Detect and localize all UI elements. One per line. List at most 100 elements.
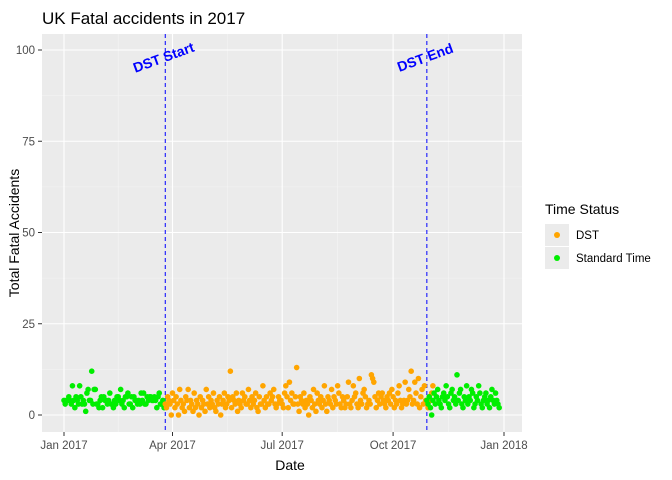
data-point [256, 393, 263, 400]
data-point [181, 408, 188, 415]
data-point [405, 386, 412, 393]
data-point [85, 386, 91, 393]
data-point [410, 397, 417, 404]
data-point [322, 401, 329, 407]
y-tick-label: 50 [22, 228, 35, 240]
y-axis-title: Total Fatal Accidents [6, 169, 22, 297]
data-point [455, 397, 461, 404]
data-point [328, 386, 335, 393]
x-axis-title: Date [275, 457, 305, 473]
data-point [483, 390, 489, 396]
data-point [245, 386, 252, 393]
data-point [251, 397, 258, 404]
data-point [173, 393, 179, 400]
y-tick-label: 25 [22, 319, 35, 331]
data-point [304, 401, 311, 407]
data-point [217, 412, 224, 418]
data-point [479, 404, 486, 411]
data-point [196, 412, 202, 418]
data-point [358, 401, 365, 407]
data-point [125, 390, 131, 396]
data-point [421, 383, 428, 389]
data-point [428, 412, 435, 418]
data-point [348, 404, 354, 411]
data-point [188, 401, 195, 407]
data-point [443, 383, 449, 389]
data-point [174, 401, 181, 407]
data-point [489, 386, 495, 393]
data-point [321, 383, 328, 389]
data-point [72, 404, 78, 411]
data-point [232, 401, 238, 407]
data-point [361, 386, 367, 393]
x-tick-label: Oct 2017 [370, 440, 417, 452]
data-point [352, 390, 359, 396]
data-point [121, 404, 128, 411]
data-point [438, 404, 445, 411]
data-points [61, 364, 502, 418]
data-point [129, 404, 136, 411]
data-point [373, 404, 380, 411]
y-tick-label: 0 [29, 410, 35, 422]
data-point [92, 386, 99, 393]
data-point [210, 390, 217, 396]
data-point [415, 375, 422, 382]
data-point [311, 401, 318, 407]
data-point [356, 375, 363, 382]
major-gridlines [42, 34, 522, 432]
data-point [334, 383, 341, 389]
data-point [387, 401, 394, 407]
legend-label-dst: DST [576, 230, 599, 242]
data-point [305, 412, 312, 418]
chart-title: UK Fatal accidents in 2017 [42, 9, 245, 28]
data-point [474, 397, 481, 404]
data-point [418, 393, 424, 400]
data-point [379, 390, 386, 396]
data-point [228, 404, 235, 411]
data-point [168, 412, 175, 418]
data-point [427, 404, 434, 411]
data-point [238, 404, 245, 411]
data-point [269, 393, 276, 400]
legend-label-standard-time: Standard Time [576, 253, 651, 265]
dst-reference-lines [164, 34, 428, 432]
data-point [377, 401, 383, 407]
data-point [260, 383, 266, 389]
data-point [310, 386, 317, 393]
data-point [383, 404, 389, 411]
data-point [430, 383, 436, 389]
data-point [477, 390, 483, 396]
data-point [270, 386, 277, 393]
x-tick-label: Jan 2017 [40, 440, 87, 452]
data-point [454, 372, 460, 378]
data-point [176, 386, 183, 393]
data-point [416, 404, 423, 411]
data-point [283, 383, 289, 389]
data-point [449, 386, 455, 393]
data-point [426, 393, 433, 400]
data-point [107, 390, 113, 396]
data-point [76, 383, 83, 389]
data-point [180, 401, 187, 407]
data-point [252, 390, 259, 396]
data-point [451, 393, 458, 400]
x-axis: Jan 2017 Apr 2017 Jul 2017 Oct 2017 Jan 2018 [40, 432, 528, 452]
data-point [169, 390, 176, 396]
data-point [81, 401, 88, 407]
data-point [457, 386, 464, 393]
data-point [344, 393, 351, 400]
data-point [284, 393, 290, 400]
x-tick-label: Jan 2018 [480, 440, 527, 452]
data-point [88, 368, 95, 375]
data-point [117, 386, 124, 393]
y-tick-label: 100 [16, 45, 35, 57]
legend: Time Status DST Standard Time [545, 201, 651, 269]
data-point [411, 379, 418, 385]
data-point [140, 390, 147, 396]
data-point [202, 408, 208, 415]
data-point [163, 404, 170, 411]
data-point [407, 393, 413, 400]
data-point [191, 390, 197, 396]
data-point [355, 404, 361, 411]
legend-title: Time Status [545, 201, 619, 217]
